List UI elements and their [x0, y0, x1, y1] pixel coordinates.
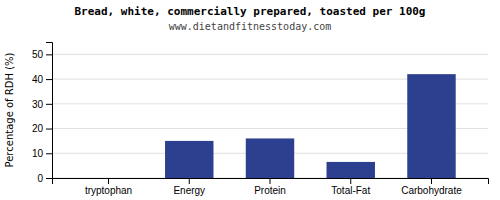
y-tick-mark	[46, 104, 52, 105]
title: Bread, white, commercially prepared, toa…	[75, 5, 426, 18]
bar	[84, 178, 132, 179]
x-tick-mark	[350, 178, 351, 184]
x-tick-mark	[189, 178, 190, 184]
y-tick: 10	[32, 148, 52, 159]
x-tick: Energy	[173, 178, 205, 196]
x-tick-label: Carbohydrate	[401, 185, 462, 196]
y-tick: 20	[32, 123, 52, 134]
bar	[165, 141, 213, 178]
grid	[52, 54, 488, 178]
x-tick-label: tryptophan	[85, 185, 132, 196]
y-tick-label: 10	[32, 148, 44, 159]
chart: Bread, white, commercially prepared, toa…	[0, 0, 500, 200]
x-tick: tryptophan	[85, 178, 132, 196]
y-tick-label: 40	[32, 74, 44, 85]
bar	[407, 74, 455, 178]
x-tick-mark	[431, 178, 432, 184]
y-tick-label: 30	[32, 99, 44, 110]
subtitle: www.dietandfitnesstoday.com	[169, 21, 332, 32]
x-tick-label: Protein	[254, 185, 286, 196]
x-tick: Protein	[254, 178, 286, 196]
y-tick: 50	[32, 49, 52, 60]
y-tick-mark	[46, 54, 52, 55]
x-tick-mark	[270, 178, 271, 184]
y-tick-label: 0	[37, 173, 43, 184]
y-tick: 30	[32, 99, 52, 110]
y-tick-mark	[46, 129, 52, 130]
x-tick-mark	[108, 178, 109, 184]
x-tick-label: Total-Fat	[331, 185, 370, 196]
x-tick: Carbohydrate	[401, 178, 462, 196]
y-axis-line	[46, 43, 53, 179]
x-axis: tryptophan Energy Protein Total-Fat Carbohyd…	[53, 178, 489, 196]
y-tick-mark	[46, 153, 52, 154]
y-tick-label: 20	[32, 123, 44, 134]
grid-line	[52, 54, 488, 55]
x-tick: Total-Fat	[331, 178, 370, 196]
y-tick: 40	[32, 74, 52, 85]
x-tick-label: Energy	[173, 185, 205, 196]
plot: 0 10 20 30 40 50 tryptophan Energy Protein Total-…	[32, 43, 489, 197]
x-axis-line	[53, 179, 489, 185]
y-tick: 0	[37, 173, 52, 184]
bar	[327, 162, 375, 178]
y-tick-label: 50	[32, 49, 44, 60]
bar	[246, 138, 294, 178]
y-tick-mark	[46, 79, 52, 80]
bars	[165, 74, 456, 178]
y-tick-mark	[46, 178, 52, 179]
y-axis: 0 10 20 30 40 50	[32, 43, 53, 184]
y-axis-title: Percentage of RDH (%)	[4, 52, 15, 167]
